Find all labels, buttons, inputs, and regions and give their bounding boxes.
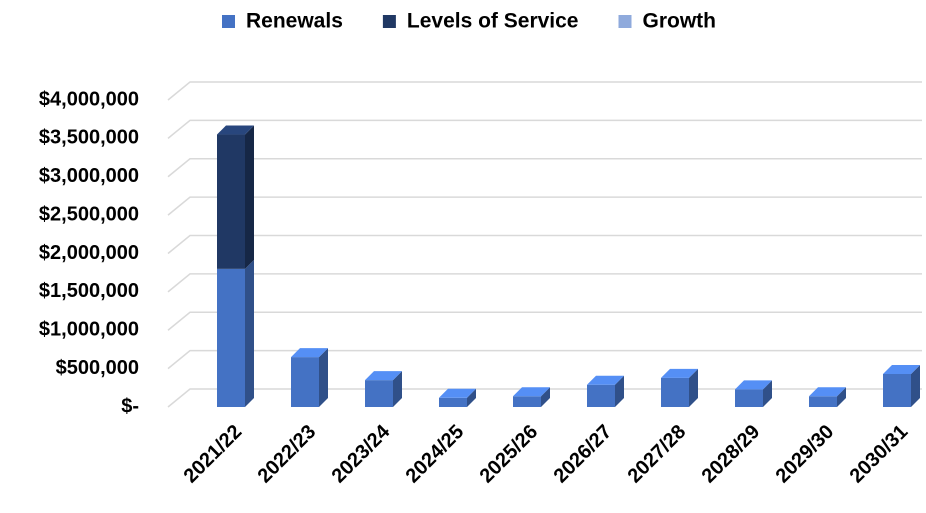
x-tick-label: 2028/29 [698, 421, 765, 488]
y-tick-label: $2,000,000 [39, 242, 139, 264]
bar-top [809, 387, 846, 397]
legend-swatch [222, 15, 235, 28]
grid-line [167, 196, 922, 216]
grid-line [167, 349, 922, 370]
bar-front [587, 384, 615, 407]
bar-side [467, 388, 476, 407]
legend-swatch [382, 15, 396, 28]
grid-line [167, 311, 922, 331]
bar-side [615, 375, 624, 407]
bar-front [513, 396, 541, 407]
bar-top [735, 380, 772, 390]
x-tick-label: 2021/22 [180, 421, 247, 488]
bar-segment [365, 371, 402, 407]
bar-front [217, 268, 245, 407]
bar-segment [217, 125, 254, 269]
bar-side [837, 387, 846, 407]
y-tick-label: $3,000,000 [39, 165, 139, 187]
bar-front [735, 389, 763, 407]
x-tick-label: 2024/25 [402, 421, 469, 488]
bar-front [439, 397, 467, 407]
y-tick-label: $4,000,000 [39, 88, 139, 110]
bar-segment [513, 387, 550, 407]
y-tick-label: $1,000,000 [39, 319, 139, 341]
x-tick-label: 2025/26 [476, 421, 543, 488]
bar-front [809, 396, 837, 407]
grid-line [167, 273, 922, 293]
bar-top [661, 368, 698, 378]
bar-side [319, 348, 328, 407]
bar-side [911, 364, 920, 407]
grid-line [167, 119, 922, 139]
bar-top [883, 364, 920, 374]
x-tick-label: 2023/24 [328, 420, 395, 487]
y-tick-label: $1,500,000 [39, 280, 139, 302]
bar-segment [587, 375, 624, 407]
bar-segment [217, 259, 254, 407]
grid-line [167, 81, 922, 101]
bar-segment [735, 380, 772, 407]
bar-side [763, 380, 772, 407]
legend-label: Levels of Service [407, 10, 579, 33]
bar-segment [809, 387, 846, 407]
x-tick-label: 2026/27 [550, 421, 617, 488]
x-tick-label: 2022/23 [254, 421, 321, 488]
bar-side [393, 371, 402, 407]
bar-segment [883, 364, 920, 407]
bar-front [365, 380, 393, 407]
x-tick-label: 2030/31 [846, 421, 913, 488]
bar-front [217, 134, 245, 269]
y-tick-label: $- [121, 395, 139, 417]
x-tick-label: 2029/30 [772, 421, 839, 488]
y-tick-label: $500,000 [56, 357, 139, 379]
bar-top [291, 348, 328, 358]
bar-top [587, 375, 624, 385]
y-tick-label: $2,500,000 [39, 203, 139, 225]
legend-swatch [618, 15, 632, 28]
y-tick-label: $3,500,000 [39, 127, 139, 149]
legend-label: Renewals [246, 10, 343, 33]
bar-side [245, 259, 254, 407]
bar-segment [661, 368, 698, 407]
grid-line [167, 234, 922, 255]
bar-side [689, 368, 698, 407]
bar-side [245, 125, 254, 269]
bar-segment [291, 348, 328, 407]
bar-front [661, 377, 689, 407]
bar-top [513, 387, 550, 397]
bar-front [291, 357, 319, 407]
bar-top [217, 125, 254, 135]
bar-side [541, 387, 550, 407]
bar-top [365, 371, 402, 381]
bar-front [883, 373, 911, 407]
bar-segment [439, 388, 476, 407]
bar-top [439, 388, 476, 398]
grid-line [167, 158, 922, 178]
legend-label: Growth [643, 10, 717, 33]
x-tick-label: 2027/28 [624, 421, 691, 488]
